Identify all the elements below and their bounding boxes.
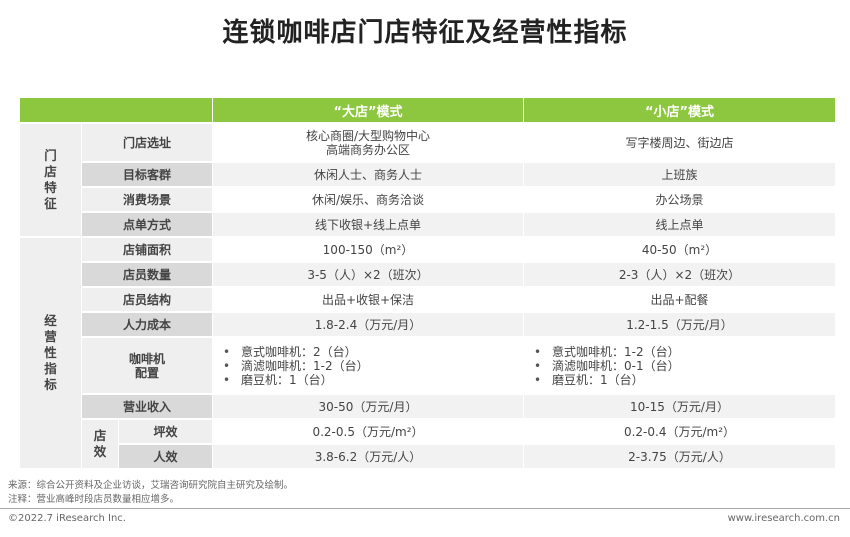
value-small-store: 意式咖啡机：1-2（台）滴滤咖啡机：0-1（台）磨豆机：1（台） bbox=[524, 338, 835, 393]
table-row: 经 营 性 指 标店铺面积 100-150（m²） 40-50（m²） bbox=[20, 238, 835, 468]
value-small-store: 办公场景 bbox=[524, 188, 835, 211]
row-label: 点单方式 bbox=[82, 213, 212, 236]
table-row: 营业收入 30-50（万元/月） 10-15（万元/月） bbox=[20, 395, 835, 418]
value-small-store: 2-3.75（万元/人） bbox=[524, 445, 835, 468]
row-label: 营业收入 bbox=[82, 395, 212, 418]
list-item: 意式咖啡机：2（台） bbox=[223, 345, 523, 359]
value-big-store: 30-50（万元/月） bbox=[213, 395, 523, 418]
value-small-store: 40-50（m²） bbox=[524, 238, 835, 261]
header-blank bbox=[20, 98, 212, 122]
row-label: 门店选址 bbox=[82, 124, 212, 161]
header-big-store: “大店”模式 bbox=[213, 98, 523, 122]
table-row: 店 效坪效 0.2-0.5（万元/m²） 0.2-0.4（万元/m²） bbox=[20, 420, 835, 468]
machine-list: 意式咖啡机：2（台）滴滤咖啡机：1-2（台）磨豆机：1（台） bbox=[213, 345, 523, 387]
page-title: 连锁咖啡店门店特征及经营性指标 bbox=[222, 18, 628, 48]
value-small-store: 10-15（万元/月） bbox=[524, 395, 835, 418]
header-small-store: “小店”模式 bbox=[524, 98, 835, 122]
table-row: 咖啡机 配置意式咖啡机：2（台）滴滤咖啡机：1-2（台）磨豆机：1（台）意式咖啡… bbox=[20, 338, 835, 393]
value-small-store: 0.2-0.4（万元/m²） bbox=[524, 420, 835, 443]
footer-divider bbox=[0, 508, 850, 509]
list-item: 磨豆机：1（台） bbox=[534, 373, 835, 387]
list-item: 滴滤咖啡机：0-1（台） bbox=[534, 359, 835, 373]
value-big-store: 0.2-0.5（万元/m²） bbox=[213, 420, 523, 443]
value-small-store: 1.2-1.5（万元/月） bbox=[524, 313, 835, 336]
value-big-store: 休闲/娱乐、商务洽谈 bbox=[213, 188, 523, 211]
group-operating-metrics: 经 营 性 指 标 bbox=[20, 238, 81, 468]
value-small-store: 写字楼周边、街边店 bbox=[524, 124, 835, 161]
row-label: 消费场景 bbox=[82, 188, 212, 211]
list-item: 磨豆机：1（台） bbox=[223, 373, 523, 387]
value-big-store: 出品+收银+保洁 bbox=[213, 288, 523, 311]
row-label: 店员数量 bbox=[82, 263, 212, 286]
row-label: 人效 bbox=[119, 445, 212, 468]
table-row: 人力成本 1.8-2.4（万元/月） 1.2-1.5（万元/月） bbox=[20, 313, 835, 336]
table-header-row: “大店”模式 “小店”模式 bbox=[20, 98, 835, 122]
group-store-features: 门 店 特 征 bbox=[20, 124, 81, 236]
comparison-table: “大店”模式 “小店”模式 门 店 特 征门店选址 核心商圈/大型购物中心 高端商… bbox=[19, 96, 836, 470]
value-big-store: 休闲人士、商务人士 bbox=[213, 163, 523, 186]
table-row: 消费场景 休闲/娱乐、商务洽谈 办公场景 bbox=[20, 188, 835, 211]
website-url: www.iresearch.com.cn bbox=[727, 513, 840, 524]
table-row: 店员数量 3-5（人）×2（班次） 2-3（人）×2（班次） bbox=[20, 263, 835, 286]
list-item: 滴滤咖啡机：1-2（台） bbox=[223, 359, 523, 373]
footnote: 注释：营业高峰时段店员数量相应增多。 bbox=[8, 494, 180, 505]
value-big-store: 核心商圈/大型购物中心 高端商务办公区 bbox=[213, 124, 523, 161]
value-big-store: 3-5（人）×2（班次） bbox=[213, 263, 523, 286]
value-small-store: 上班族 bbox=[524, 163, 835, 186]
machine-list: 意式咖啡机：1-2（台）滴滤咖啡机：0-1（台）磨豆机：1（台） bbox=[524, 345, 835, 387]
copyright: ©2022.7 iResearch Inc. bbox=[8, 513, 126, 524]
value-big-store: 意式咖啡机：2（台）滴滤咖啡机：1-2（台）磨豆机：1（台） bbox=[213, 338, 523, 393]
value-big-store: 1.8-2.4（万元/月） bbox=[213, 313, 523, 336]
list-item: 意式咖啡机：1-2（台） bbox=[534, 345, 835, 359]
table-row: 门 店 特 征门店选址 核心商圈/大型购物中心 高端商务办公区 写字楼周边、街边店 bbox=[20, 124, 835, 236]
group-store-efficiency: 店 效 bbox=[82, 420, 118, 468]
row-label: 店铺面积 bbox=[82, 238, 212, 261]
table-row: 人效 3.8-6.2（万元/人） 2-3.75（万元/人） bbox=[20, 445, 835, 468]
value-small-store: 2-3（人）×2（班次） bbox=[524, 263, 835, 286]
row-label: 坪效 bbox=[119, 420, 212, 443]
row-label: 人力成本 bbox=[82, 313, 212, 336]
row-label: 目标客群 bbox=[82, 163, 212, 186]
value-small-store: 出品+配餐 bbox=[524, 288, 835, 311]
source-note: 来源：综合公开资料及企业访谈，艾瑞咨询研究院自主研究及绘制。 bbox=[8, 480, 294, 491]
value-big-store: 3.8-6.2（万元/人） bbox=[213, 445, 523, 468]
value-big-store: 线下收银+线上点单 bbox=[213, 213, 523, 236]
table-row: 目标客群 休闲人士、商务人士 上班族 bbox=[20, 163, 835, 186]
value-small-store: 线上点单 bbox=[524, 213, 835, 236]
row-label: 店员结构 bbox=[82, 288, 212, 311]
row-label: 咖啡机 配置 bbox=[82, 338, 212, 393]
value-big-store: 100-150（m²） bbox=[213, 238, 523, 261]
table-row: 店员结构 出品+收银+保洁 出品+配餐 bbox=[20, 288, 835, 311]
table-row: 点单方式 线下收银+线上点单 线上点单 bbox=[20, 213, 835, 236]
